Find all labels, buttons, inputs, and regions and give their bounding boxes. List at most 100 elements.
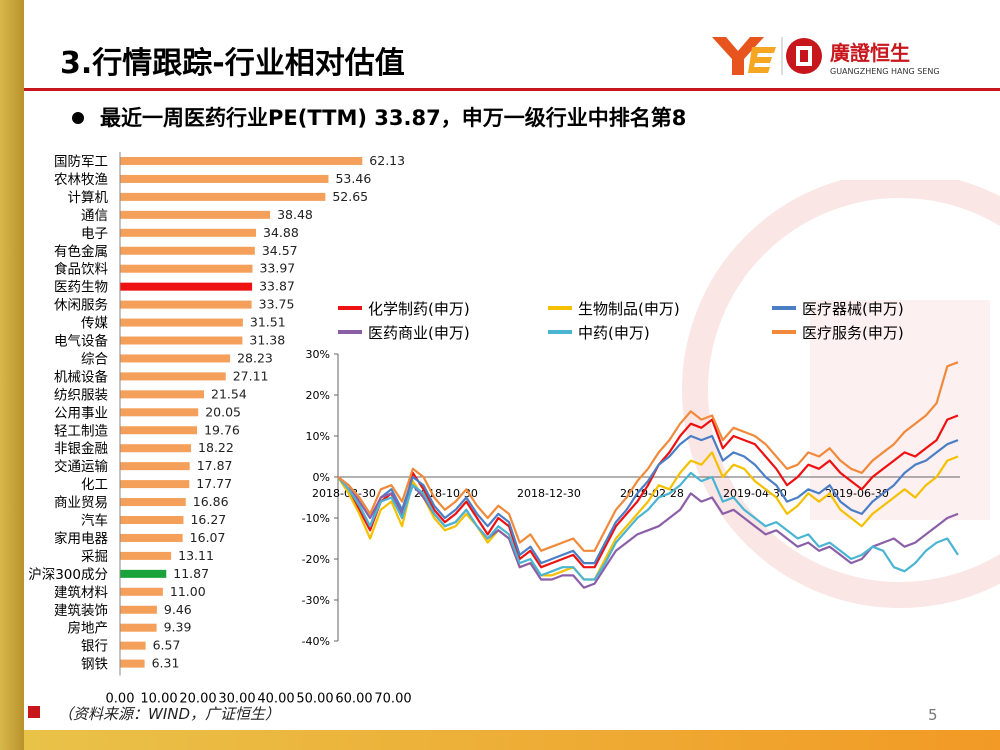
bar-x-tick-label: 30.00 xyxy=(218,692,255,707)
bar-value-label: 21.54 xyxy=(211,386,247,401)
bar xyxy=(120,498,186,507)
line-series-1 xyxy=(337,414,959,569)
bar-category-label: 电子 xyxy=(81,226,108,242)
bar-value-label: 52.65 xyxy=(332,189,368,204)
bar-category-label: 化工 xyxy=(81,477,108,493)
bar-category-label: 机械设备 xyxy=(54,368,108,385)
bar-category-label: 房地产 xyxy=(68,621,109,637)
bar-value-label: 33.87 xyxy=(259,279,295,294)
bar-value-label: 38.48 xyxy=(277,207,313,222)
bar-value-label: 9.46 xyxy=(164,602,192,617)
bar-value-label: 28.23 xyxy=(237,350,273,365)
bar-category-label: 通信 xyxy=(81,208,108,224)
line-series-3 xyxy=(337,434,959,565)
line-y-tick-label: 0% xyxy=(313,471,330,484)
bar xyxy=(120,192,326,201)
company-logo: 廣證恒生 GUANGZHENG HANG SENG xyxy=(712,37,940,76)
page-number: 5 xyxy=(928,706,938,724)
bar xyxy=(120,426,198,435)
legend-label: 生物制品(申万) xyxy=(578,300,680,318)
bar-value-label: 31.51 xyxy=(250,315,286,330)
bar-value-label: 11.00 xyxy=(170,584,206,599)
bar xyxy=(120,372,226,381)
line-y-tick-label: 20% xyxy=(306,389,330,402)
bar-x-tick-label: 40.00 xyxy=(257,692,294,707)
bar-category-label: 沪深300成分 xyxy=(28,567,108,583)
legend-label: 医药商业(申万) xyxy=(368,324,470,342)
bar-category-label: 传媒 xyxy=(81,316,108,332)
bar-value-label: 62.13 xyxy=(369,153,405,168)
bar xyxy=(120,516,184,524)
bar-x-tick-label: 20.00 xyxy=(179,692,216,707)
bar-value-label: 33.97 xyxy=(259,261,295,276)
bar-value-label: 17.87 xyxy=(197,458,233,473)
bar-value-label: 27.11 xyxy=(233,368,269,383)
logo-text-cn: 廣證恒生 xyxy=(830,41,910,65)
seal-icon xyxy=(786,38,822,74)
bar-category-label: 轻工制造 xyxy=(54,423,108,439)
left-accent-bar xyxy=(0,0,24,750)
line-y-tick-label: -10% xyxy=(302,512,330,525)
watermark-seal-icon xyxy=(682,180,1000,608)
legend-label: 医疗器械(申万) xyxy=(802,300,904,318)
legend-label: 医疗服务(申万) xyxy=(802,324,904,342)
bar xyxy=(120,480,190,489)
bar xyxy=(120,569,167,578)
pharma-subsector-line-chart: 30% 20% 10% 0% -10% -20% -30% -40% 2018-08-30 201… xyxy=(302,300,960,648)
bar xyxy=(120,354,231,363)
bar-category-label: 交通运输 xyxy=(54,458,108,475)
bar-category-label: 建筑装饰 xyxy=(54,603,108,619)
line-series-2 xyxy=(337,451,959,581)
bar-x-tick-label: 60.00 xyxy=(335,692,372,707)
subtitle-text: 最近一周医药行业PE(TTM) 33.87，申万一级行业中排名第8 xyxy=(100,106,687,130)
bar-category-label: 公用事业 xyxy=(54,405,108,421)
bar-category-label: 休闲服务 xyxy=(54,298,108,314)
bar xyxy=(120,390,205,399)
source-note: （资料来源：WIND，广证恒生） xyxy=(58,705,281,723)
bar xyxy=(120,533,183,542)
line-x-tick-label: 2019-04-30 xyxy=(723,487,787,500)
bar xyxy=(120,264,253,273)
line-y-tick-label: -30% xyxy=(302,594,330,607)
bar-value-label: 34.57 xyxy=(262,243,298,258)
bar-category-label: 汽车 xyxy=(81,512,108,529)
ye-logo-icon xyxy=(712,37,776,75)
bar-value-label: 16.86 xyxy=(193,494,229,509)
bar xyxy=(120,282,253,291)
line-x-tick-label: 2019-06-30 xyxy=(825,487,889,500)
bar xyxy=(120,318,243,327)
line-y-tick-label: -40% xyxy=(302,635,330,648)
bar xyxy=(120,228,257,237)
bar-category-label: 农林牧渔 xyxy=(54,172,108,188)
legend-label: 化学制药(申万) xyxy=(368,300,470,318)
bar-x-tick-label: 10.00 xyxy=(140,692,177,707)
bar-category-label: 纺织服装 xyxy=(54,387,108,403)
line-y-tick-label: 10% xyxy=(306,430,330,443)
bar-x-tick-label: 50.00 xyxy=(296,692,333,707)
bar xyxy=(120,210,271,219)
bar xyxy=(120,157,363,165)
logo-text-en: GUANGZHENG HANG SENG xyxy=(830,67,940,76)
bar xyxy=(120,641,146,650)
footer-marker-icon xyxy=(28,706,40,718)
bar-value-label: 16.27 xyxy=(190,512,226,527)
bar-value-label: 53.46 xyxy=(335,171,371,186)
bar-category-label: 计算机 xyxy=(68,190,109,206)
line-y-tick-label: -20% xyxy=(302,553,330,566)
bar xyxy=(120,551,172,560)
bar xyxy=(120,174,329,183)
bar-category-label: 银行 xyxy=(81,639,108,655)
bar-x-tick-label: 70.00 xyxy=(374,692,411,707)
legend-label: 中药(申万) xyxy=(578,324,650,342)
bar-value-label: 31.38 xyxy=(249,333,285,348)
bar-value-label: 11.87 xyxy=(173,566,209,581)
title-divider xyxy=(24,88,1000,91)
bar xyxy=(120,605,157,614)
bar xyxy=(120,444,192,453)
bar-value-label: 9.39 xyxy=(164,620,192,635)
bar xyxy=(120,659,145,668)
industry-pe-bar-chart: 国防军工 62.13 农林牧渔 53.46 计算机 52.65 通信 38.48 电子 34.88… xyxy=(28,152,412,707)
bar-category-label: 有色金属 xyxy=(54,243,108,260)
bar-value-label: 19.76 xyxy=(204,422,240,437)
bar xyxy=(120,300,252,309)
